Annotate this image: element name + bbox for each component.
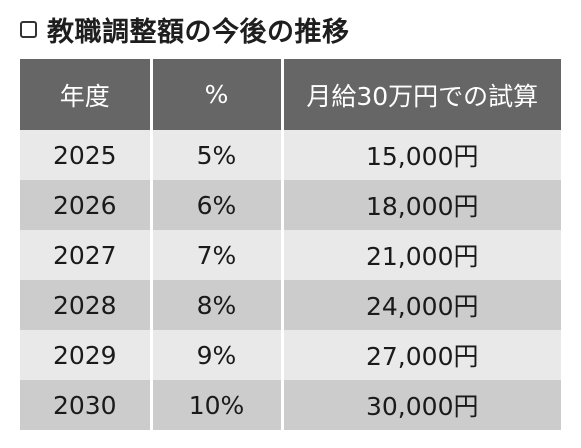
title-text: 教職調整額の今後の推移 xyxy=(47,16,350,48)
cell-year: 2026 xyxy=(20,180,153,230)
table-row: 2025 5% 15,000円 xyxy=(20,130,561,180)
cell-year: 2027 xyxy=(20,230,153,280)
cell-amount: 15,000円 xyxy=(282,130,561,180)
adjustment-rate-table: 年度 % 月給30万円での試算 2025 5% 15,000円 2026 6% … xyxy=(20,59,561,430)
checkbox-icon xyxy=(20,20,37,38)
header-rate: % xyxy=(151,59,284,130)
header-year: 年度 xyxy=(20,59,153,130)
table-header-row: 年度 % 月給30万円での試算 xyxy=(20,59,561,130)
cell-rate: 9% xyxy=(151,330,284,380)
table-row: 2026 6% 18,000円 xyxy=(20,180,561,230)
table-row: 2027 7% 21,000円 xyxy=(20,230,561,280)
cell-rate: 6% xyxy=(151,180,284,230)
cell-rate: 10% xyxy=(151,380,284,430)
cell-rate: 7% xyxy=(151,230,284,280)
header-amount: 月給30万円での試算 xyxy=(282,59,561,130)
cell-amount: 24,000円 xyxy=(282,280,561,330)
cell-rate: 8% xyxy=(151,280,284,330)
page-title: 教職調整額の今後の推移 xyxy=(20,8,350,50)
cell-year: 2025 xyxy=(20,130,153,180)
table-row: 2029 9% 27,000円 xyxy=(20,330,561,380)
cell-year: 2030 xyxy=(20,380,153,430)
cell-year: 2029 xyxy=(20,330,153,380)
cell-year: 2028 xyxy=(20,280,153,330)
table-row: 2028 8% 24,000円 xyxy=(20,280,561,330)
cell-amount: 30,000円 xyxy=(282,380,561,430)
cell-rate: 5% xyxy=(151,130,284,180)
cell-amount: 27,000円 xyxy=(282,330,561,380)
cell-amount: 18,000円 xyxy=(282,180,561,230)
table-row: 2030 10% 30,000円 xyxy=(20,380,561,430)
cell-amount: 21,000円 xyxy=(282,230,561,280)
